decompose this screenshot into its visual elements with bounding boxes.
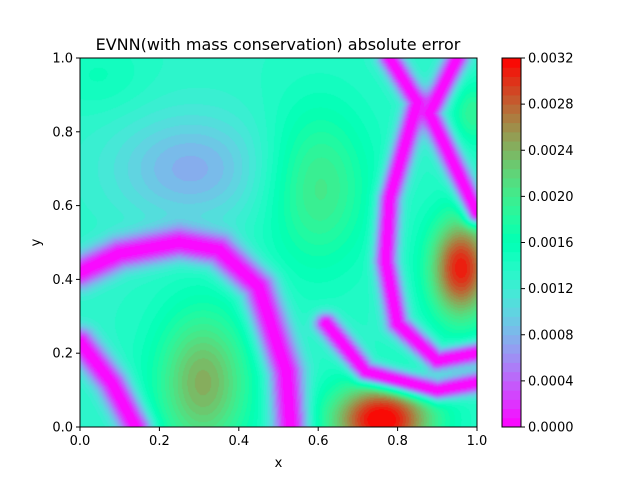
- colorbar-band: [502, 214, 521, 225]
- x-tick-label: 0.8: [387, 434, 408, 449]
- colorbar-band: [502, 177, 521, 188]
- colorbar-band: [502, 399, 521, 410]
- colorbar-tick-label: 0.0000: [528, 421, 574, 436]
- x-tick-label: 0.6: [308, 434, 329, 449]
- colorbar-band: [502, 233, 521, 243]
- colorbar-band: [502, 113, 521, 124]
- colorbar-band: [502, 270, 521, 280]
- colorbar-band: [502, 343, 521, 354]
- colorbar-band: [502, 279, 521, 290]
- heatmap-field: [80, 58, 477, 427]
- colorbar-bands: [502, 58, 521, 428]
- colorbar-tick-label: 0.0008: [528, 328, 574, 343]
- colorbar-band: [502, 205, 521, 216]
- colorbar-tick-label: 0.0028: [528, 98, 574, 113]
- y-tick-label: 0.2: [52, 347, 73, 362]
- colorbar-band: [502, 408, 521, 419]
- colorbar-band: [502, 58, 521, 68]
- colorbar-band: [502, 94, 521, 105]
- colorbar-band: [502, 353, 521, 363]
- colorbar-band: [502, 390, 521, 400]
- y-axis-label: y: [29, 238, 44, 246]
- colorbar-band: [502, 307, 521, 317]
- plot-frame: [79, 57, 478, 428]
- colorbar-band: [502, 288, 521, 299]
- colorbar-band: [502, 371, 521, 382]
- x-tick-label: 1.0: [467, 434, 488, 449]
- colorbar-band: [502, 76, 521, 87]
- y-axis: 0.0 0.2 0.4 0.6 0.8 1.0: [52, 52, 80, 436]
- colorbar-band: [502, 251, 521, 262]
- x-tick-label: 0.0: [70, 434, 91, 449]
- colorbar-band: [502, 141, 521, 151]
- colorbar-tick-label: 0.0012: [528, 282, 574, 297]
- colorbar-band: [502, 104, 521, 114]
- colorbar-ticks: 0.0000 0.0004 0.0008 0.0012 0.0016 0.0020 0.00…: [521, 52, 574, 436]
- plot-area: [79, 57, 478, 428]
- colorbar-band: [502, 260, 521, 271]
- colorbar-band: [502, 334, 521, 345]
- colorbar-band: [502, 67, 521, 77]
- colorbar-tick-label: 0.0020: [528, 190, 574, 205]
- colorbar-band: [502, 168, 521, 179]
- colorbar-band: [502, 325, 521, 336]
- x-axis-label: x: [275, 456, 283, 471]
- y-tick-label: 0.6: [52, 199, 73, 214]
- colorbar-band: [502, 380, 521, 391]
- colorbar-band: [502, 297, 521, 308]
- colorbar-band: [502, 131, 521, 142]
- chart-title: EVNN(with mass conservation) absolute er…: [96, 35, 461, 54]
- colorbar-tick-label: 0.0024: [528, 144, 574, 159]
- colorbar-band: [502, 159, 521, 170]
- x-tick-label: 0.2: [149, 434, 170, 449]
- colorbar-tick-label: 0.0032: [528, 52, 574, 67]
- colorbar-band: [502, 224, 521, 234]
- colorbar-band: [502, 150, 521, 160]
- x-tick-label: 0.4: [228, 434, 249, 449]
- y-tick-label: 0.0: [52, 421, 73, 436]
- x-axis: 0.0 0.2 0.4 0.6 0.8 1.0: [70, 427, 488, 449]
- colorbar-tick-label: 0.0016: [528, 236, 574, 251]
- colorbar-band: [502, 122, 521, 133]
- colorbar-band: [502, 196, 521, 207]
- colorbar-band: [502, 85, 521, 96]
- colorbar-band: [502, 362, 521, 373]
- colorbar: 0.0000 0.0004 0.0008 0.0012 0.0016 0.0020 0.00…: [501, 52, 574, 436]
- colorbar-band: [502, 417, 521, 428]
- colorbar-band: [502, 242, 521, 253]
- y-tick-label: 0.8: [52, 125, 73, 140]
- colorbar-band: [502, 187, 521, 197]
- colorbar-tick-label: 0.0004: [528, 374, 574, 389]
- y-tick-label: 1.0: [52, 52, 73, 67]
- y-tick-label: 0.4: [52, 273, 73, 288]
- colorbar-band: [502, 316, 521, 327]
